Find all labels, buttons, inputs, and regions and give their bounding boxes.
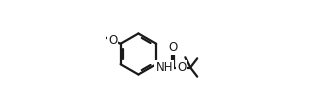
Text: O: O [169, 41, 178, 54]
Text: NH: NH [156, 61, 173, 74]
Text: O: O [177, 61, 186, 74]
Text: O: O [108, 34, 117, 47]
